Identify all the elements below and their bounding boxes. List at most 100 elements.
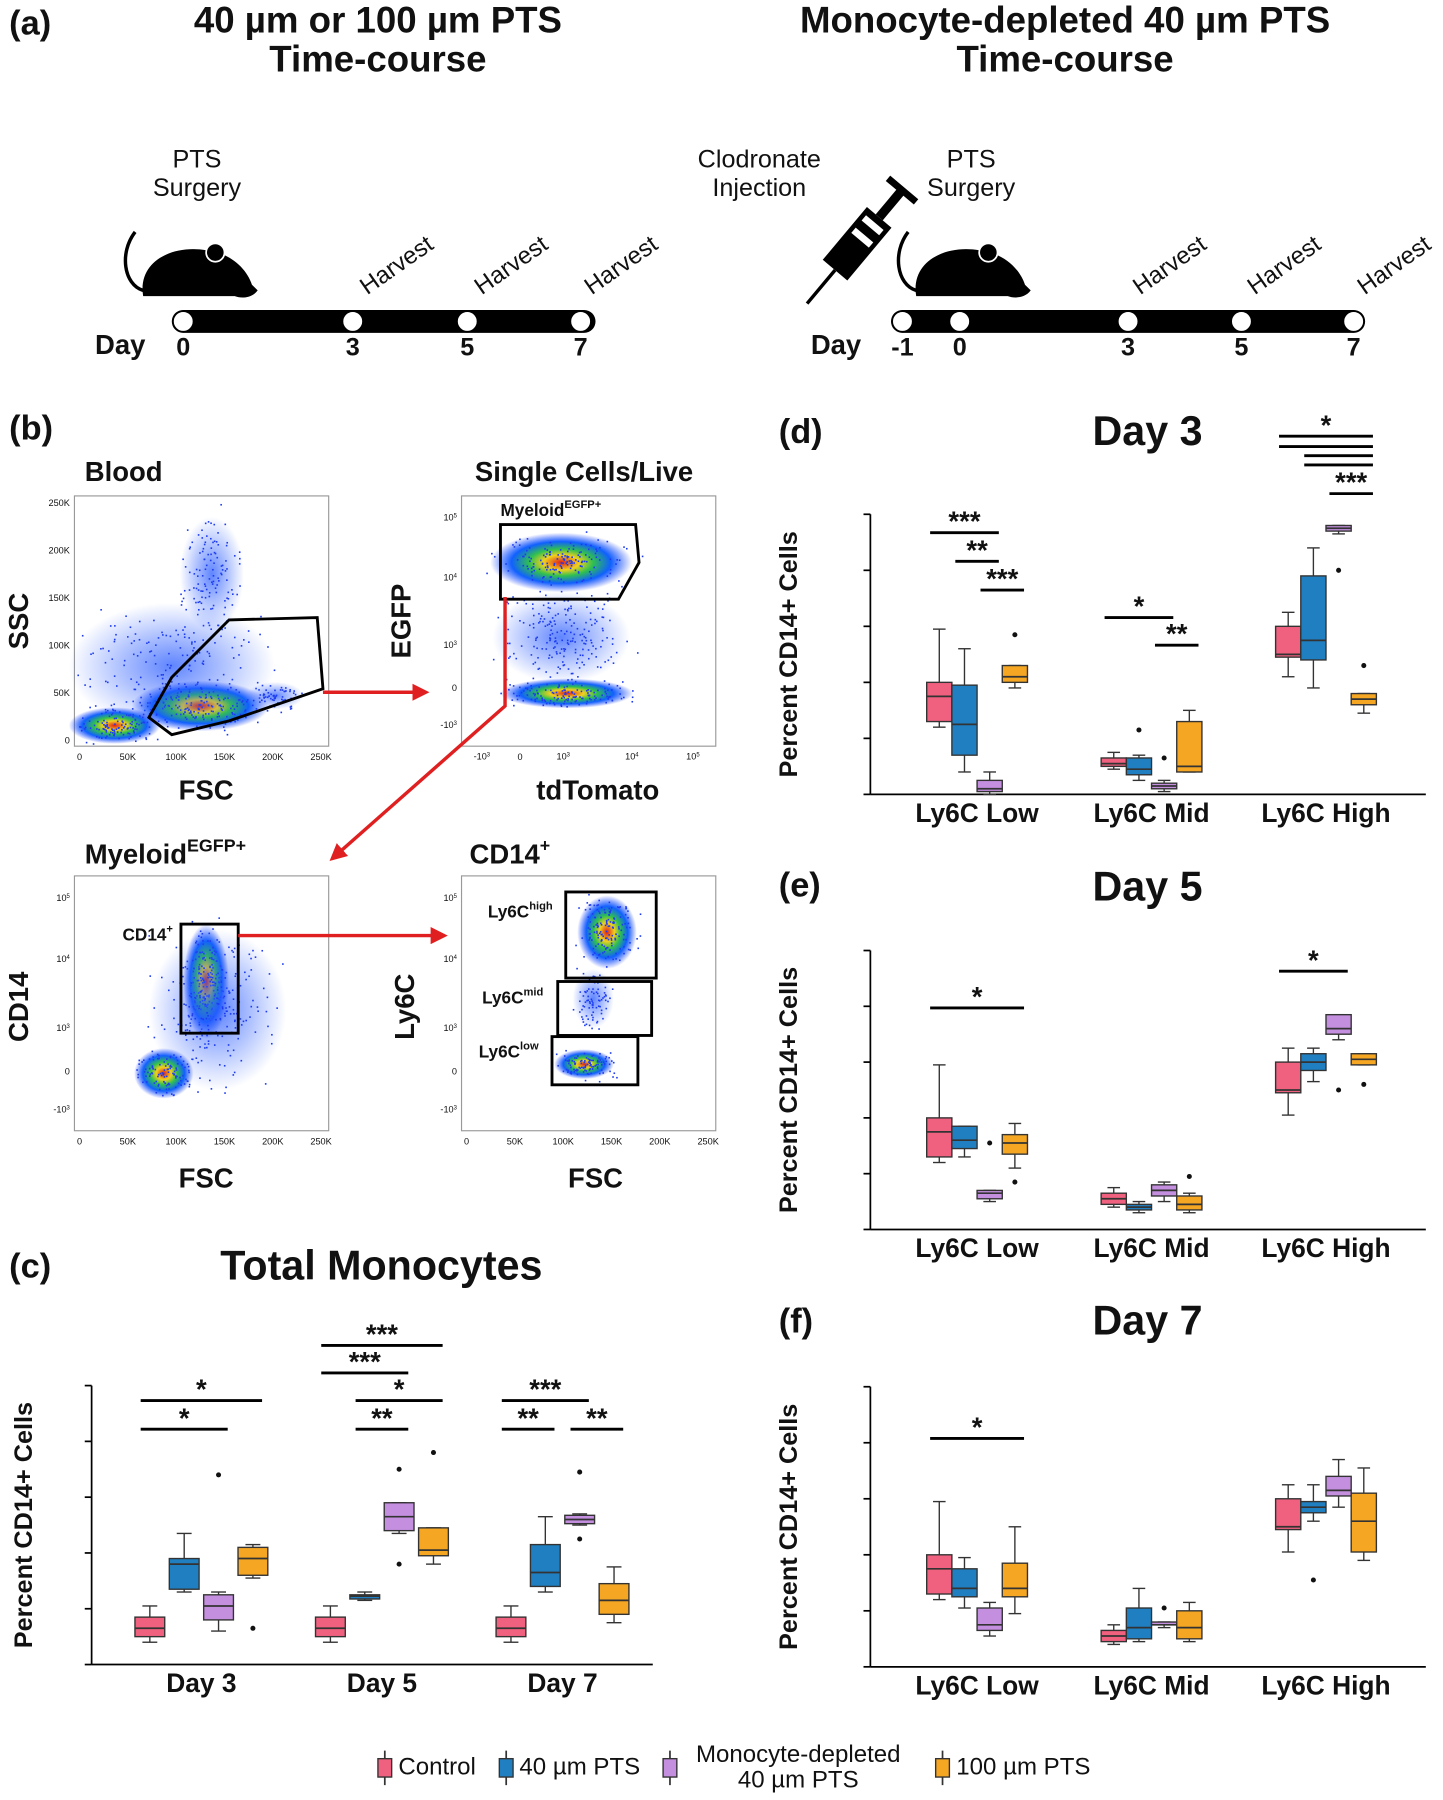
event-dot [588,893,590,896]
event-dot [225,1007,227,1009]
event-dot [572,1008,575,1011]
significance-label: * [1321,409,1332,440]
event-dot [599,974,601,977]
event-dot [588,1062,591,1064]
event-dot [604,691,607,693]
event-dot [213,523,216,526]
event-dot [577,1055,579,1057]
event-label: Surgery [153,174,242,202]
event-dot [609,1070,611,1073]
event-dot [533,645,535,648]
event-dot [532,623,535,625]
event-dot [526,549,528,552]
event-dot [577,560,580,563]
event-dot [583,1061,586,1064]
event-dot [569,1064,572,1066]
event-dot [581,639,583,642]
event-dot [217,972,219,975]
event-dot [532,563,535,565]
event-dot [191,1014,194,1017]
event-dot [593,992,595,995]
event-dot [163,1069,166,1071]
event-dot [641,555,644,558]
event-dot [221,1006,224,1008]
event-dot [198,651,201,654]
event-dot [590,652,593,655]
event-dot [572,696,575,698]
text-part: Ly6C [488,901,529,921]
axis-label: EGFP [385,584,416,659]
event-dot [599,930,602,933]
event-dot [161,677,164,680]
text-part: 10 [556,752,566,762]
event-dot [592,1059,595,1062]
event-dot [191,541,194,544]
outlier [250,1625,256,1631]
event-dot [145,1075,147,1078]
event-dot [621,585,623,588]
event-dot [197,589,200,591]
event-dot [562,581,565,583]
event-dot [553,702,555,704]
text-part: 4 [635,752,639,758]
event-dot [113,717,116,720]
event-dot [173,1073,176,1075]
event-dot [585,702,588,705]
text-part: 4 [67,955,71,961]
event-dot [194,1017,197,1020]
event-dot [578,703,581,706]
event-dot [113,734,116,737]
event-dot [134,633,137,635]
event-dot [577,572,580,574]
cell-density [148,929,287,1091]
event-dot [618,580,620,582]
axis-tick-label: 104 [443,954,457,964]
event-dot [492,658,495,661]
event-dot [245,716,247,719]
event-dot [252,949,254,952]
event-dot [156,738,159,741]
event-dot [553,602,556,605]
event-dot [594,916,597,919]
gate [499,523,641,601]
event-dot [181,654,184,657]
event-dot [611,699,614,702]
axis-tick-label: 0 [65,1067,70,1077]
event-dot [161,1072,164,1074]
event-dot [554,614,557,617]
axis-tick-label: 200K [48,545,69,555]
event-dot [184,566,187,568]
event-dot [540,615,543,617]
event-dot [213,562,215,564]
timepoint [1342,310,1365,333]
x-tick-label: Ly6C Mid [1094,798,1210,828]
text-part: EGFP+ [187,835,246,855]
event-dot [116,720,119,723]
event-dot [137,1076,139,1079]
event-dot [186,529,189,531]
event-dot [596,922,599,925]
event-dot [580,551,582,553]
event-dot [134,728,136,730]
event-dot [204,585,207,587]
event-dot [547,566,549,569]
event-dot [133,731,136,734]
event-dot [544,700,547,703]
event-dot [580,1059,583,1062]
event-dot [579,1000,581,1003]
event-dot [220,565,223,567]
event-dot [105,731,108,733]
event-dot [205,693,207,696]
x-tick-label: Ly6C Mid [1094,1233,1210,1263]
significance-label: *** [948,506,980,537]
event-dot [118,737,120,740]
event-dot [561,690,564,692]
event-dot [623,952,625,955]
event-dot [609,619,611,622]
event-dot [121,724,123,726]
event-dot [226,1025,228,1028]
event-dot [130,678,132,680]
event-dot [585,621,587,624]
event-dot [609,911,611,914]
event-dot [189,546,192,549]
